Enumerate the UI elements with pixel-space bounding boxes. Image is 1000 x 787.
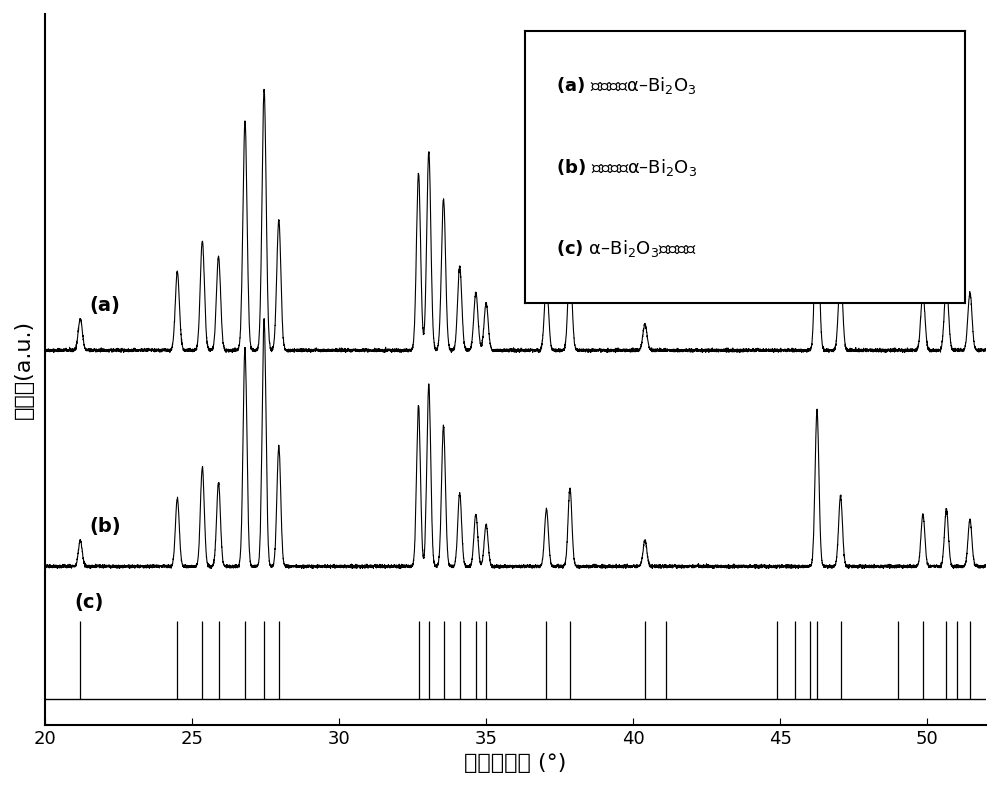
Text: $\mathbf{(b)}$ 未反应的α–Bi$_2$O$_3$: $\mathbf{(b)}$ 未反应的α–Bi$_2$O$_3$ (556, 157, 697, 178)
Text: $\mathbf{(a)}$ 反应后的α–Bi$_2$O$_3$: $\mathbf{(a)}$ 反应后的α–Bi$_2$O$_3$ (556, 76, 696, 96)
Text: (c): (c) (74, 593, 104, 611)
Text: $\mathbf{(c)}$ α–Bi$_2$O$_3$标准图谱: $\mathbf{(c)}$ α–Bi$_2$O$_3$标准图谱 (556, 238, 697, 259)
Text: (a): (a) (89, 296, 120, 315)
Y-axis label: 峰强度(a.u.): 峰强度(a.u.) (14, 320, 34, 419)
X-axis label: 两倍衍射角 (°): 两倍衍射角 (°) (464, 753, 567, 773)
Text: (b): (b) (89, 517, 121, 536)
